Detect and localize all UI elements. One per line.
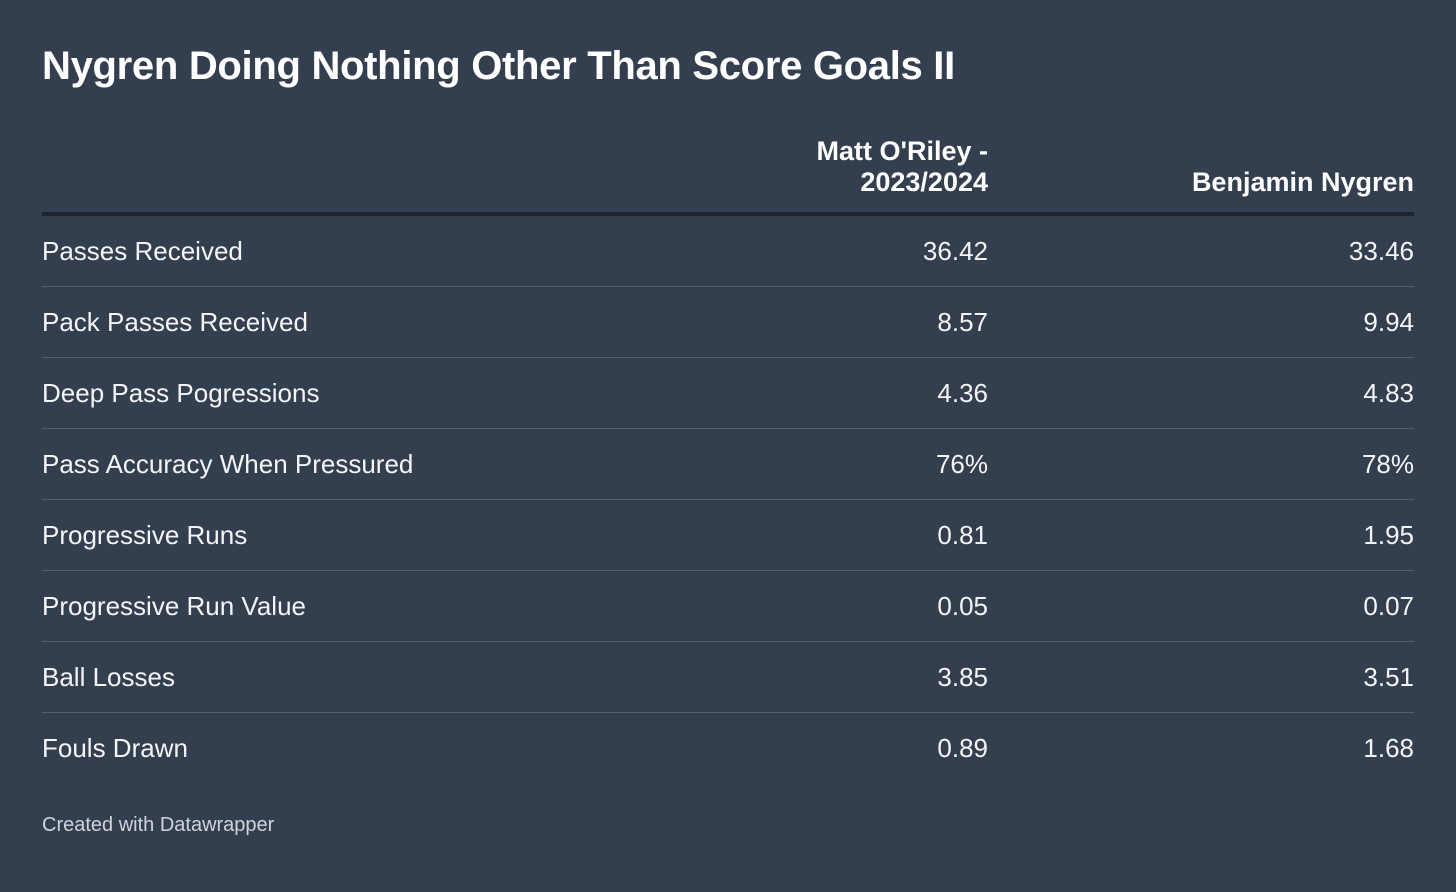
oriley-value: 0.81 [688,499,988,571]
nygren-value: 78% [988,428,1414,500]
column-header-metric [42,136,688,216]
table-header-row: Matt O'Riley - 2023/2024 Benjamin Nygren [42,136,1414,216]
table-row: Ball Losses 3.85 3.51 [42,641,1414,713]
table-body: Passes Received 36.42 33.46 Pack Passes Rec… [42,214,1414,783]
metric-label: Progressive Runs [42,499,688,571]
oriley-value: 3.85 [688,641,988,713]
metric-label: Progressive Run Value [42,570,688,642]
table-row: Pass Accuracy When Pressured 76% 78% [42,428,1414,500]
metric-label: Passes Received [42,214,688,287]
column-header-oriley: Matt O'Riley - 2023/2024 [688,136,988,216]
stats-table: Matt O'Riley - 2023/2024 Benjamin Nygren… [42,136,1414,783]
oriley-value: 8.57 [688,286,988,358]
footer-credit: Created with Datawrapper [42,814,275,836]
nygren-value: 33.46 [988,214,1414,287]
oriley-value: 76% [688,428,988,500]
chart-container: Nygren Doing Nothing Other Than Score Go… [42,40,1414,783]
table-row: Progressive Runs 0.81 1.95 [42,499,1414,571]
chart-title: Nygren Doing Nothing Other Than Score Go… [42,44,955,88]
nygren-value: 1.95 [988,499,1414,571]
metric-label: Ball Losses [42,641,688,713]
nygren-value: 9.94 [988,286,1414,358]
oriley-value: 36.42 [688,214,988,287]
nygren-value: 4.83 [988,357,1414,429]
table-row: Progressive Run Value 0.05 0.07 [42,570,1414,642]
table-row: Passes Received 36.42 33.46 [42,214,1414,287]
metric-label: Fouls Drawn [42,732,188,763]
metric-label: Deep Pass Pogressions [42,357,688,429]
metric-label: Pass Accuracy When Pressured [42,428,688,500]
table-row: Deep Pass Pogressions 4.36 4.83 [42,357,1414,429]
oriley-value: 0.05 [688,570,988,642]
oriley-value: 4.36 [688,357,988,429]
nygren-value: 3.51 [988,641,1414,713]
nygren-value: 0.07 [988,570,1414,642]
table-row: Fouls Drawn 0.89 1.68 [42,713,1414,784]
oriley-value: 0.89 [937,732,988,763]
nygren-value: 1.68 [1363,732,1414,763]
column-header-nygren: Benjamin Nygren [988,136,1414,216]
table-row: Pack Passes Received 8.57 9.94 [42,286,1414,358]
metric-label: Pack Passes Received [42,286,688,358]
